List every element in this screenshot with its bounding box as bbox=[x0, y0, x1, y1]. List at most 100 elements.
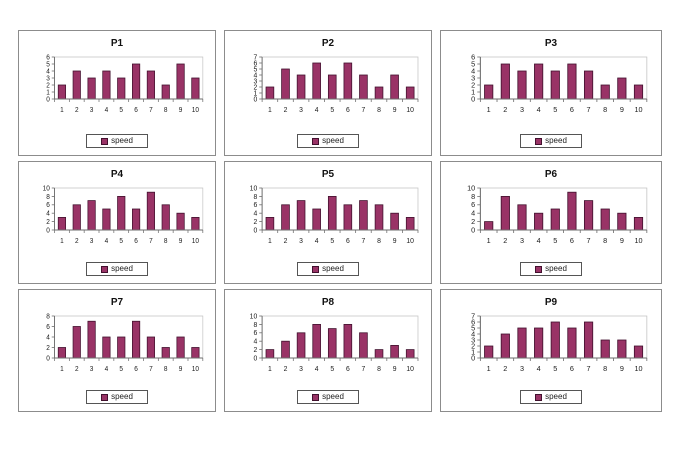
legend-swatch-speed-icon bbox=[312, 393, 320, 401]
svg-text:10: 10 bbox=[250, 185, 258, 192]
svg-text:1: 1 bbox=[487, 237, 491, 245]
svg-text:4: 4 bbox=[537, 106, 541, 114]
svg-text:4: 4 bbox=[254, 339, 258, 346]
svg-text:5: 5 bbox=[119, 366, 123, 373]
svg-text:2: 2 bbox=[46, 82, 50, 89]
svg-text:4: 4 bbox=[315, 238, 319, 245]
svg-text:1: 1 bbox=[60, 107, 64, 114]
svg-text:4: 4 bbox=[105, 238, 109, 245]
svg-text:8: 8 bbox=[46, 194, 50, 201]
legend-label: speed bbox=[322, 264, 344, 273]
svg-text:0: 0 bbox=[46, 227, 50, 234]
svg-text:8: 8 bbox=[164, 238, 168, 245]
svg-text:2: 2 bbox=[46, 219, 50, 226]
svg-text:7: 7 bbox=[587, 237, 591, 245]
legend-swatch-speed-icon bbox=[101, 265, 109, 273]
svg-text:2: 2 bbox=[254, 347, 258, 354]
svg-text:1: 1 bbox=[472, 89, 476, 97]
legend-swatch-speed-icon bbox=[312, 265, 320, 273]
svg-text:10: 10 bbox=[250, 313, 258, 320]
svg-text:3: 3 bbox=[520, 106, 524, 114]
svg-text:4: 4 bbox=[46, 68, 50, 75]
svg-text:8: 8 bbox=[164, 107, 168, 114]
legend-label: speed bbox=[111, 136, 133, 145]
svg-text:3: 3 bbox=[299, 107, 303, 114]
svg-text:0: 0 bbox=[254, 227, 258, 234]
svg-text:10: 10 bbox=[635, 365, 643, 373]
svg-text:2: 2 bbox=[254, 84, 258, 91]
svg-text:4: 4 bbox=[105, 107, 109, 114]
svg-text:4: 4 bbox=[472, 210, 476, 218]
svg-text:3: 3 bbox=[520, 237, 524, 245]
chart-title-p7: P7 bbox=[110, 297, 124, 308]
legend-swatch-speed-icon bbox=[312, 137, 320, 145]
svg-text:10: 10 bbox=[43, 185, 50, 192]
svg-text:6: 6 bbox=[570, 365, 574, 373]
chart-title-p8: P8 bbox=[321, 297, 335, 308]
svg-text:7: 7 bbox=[362, 107, 366, 114]
svg-text:2: 2 bbox=[472, 343, 476, 351]
svg-text:1: 1 bbox=[268, 107, 272, 114]
svg-text:1: 1 bbox=[60, 366, 64, 373]
legend-swatch-speed-icon bbox=[535, 393, 543, 401]
svg-text:6: 6 bbox=[346, 107, 350, 114]
svg-text:5: 5 bbox=[472, 61, 476, 69]
chart-title-p4: P4 bbox=[110, 169, 124, 180]
svg-text:8: 8 bbox=[472, 193, 476, 201]
chart-title-p1: P1 bbox=[110, 38, 124, 49]
legend-label: speed bbox=[545, 264, 567, 273]
chart-title-p2: P2 bbox=[321, 38, 335, 49]
svg-text:9: 9 bbox=[393, 366, 397, 373]
svg-text:6: 6 bbox=[472, 201, 476, 209]
svg-text:7: 7 bbox=[149, 238, 153, 245]
svg-text:5: 5 bbox=[119, 238, 123, 245]
legend-label: speed bbox=[322, 392, 344, 401]
svg-text:0: 0 bbox=[46, 355, 50, 362]
svg-text:2: 2 bbox=[46, 345, 50, 352]
svg-text:6: 6 bbox=[254, 60, 258, 67]
svg-text:4: 4 bbox=[537, 365, 541, 373]
chart-panel-p5: P5 0 2 4 6 8 10 1 2 3 4 5 6 7 8 9 10 speed bbox=[224, 161, 432, 284]
svg-text:9: 9 bbox=[179, 238, 183, 245]
svg-text:9: 9 bbox=[393, 107, 397, 114]
svg-text:7: 7 bbox=[587, 365, 591, 373]
svg-text:4: 4 bbox=[472, 331, 476, 339]
svg-text:2: 2 bbox=[504, 106, 508, 114]
svg-text:1: 1 bbox=[60, 238, 64, 245]
svg-text:1: 1 bbox=[268, 366, 272, 373]
svg-text:3: 3 bbox=[299, 366, 303, 373]
legend-p9: speed bbox=[520, 390, 582, 404]
chart-title-p5: P5 bbox=[321, 169, 335, 180]
svg-text:3: 3 bbox=[90, 238, 94, 245]
svg-text:6: 6 bbox=[134, 238, 138, 245]
legend-label: speed bbox=[545, 136, 567, 145]
svg-text:5: 5 bbox=[330, 366, 334, 373]
svg-text:0: 0 bbox=[472, 96, 476, 104]
svg-text:8: 8 bbox=[254, 322, 258, 329]
svg-text:0: 0 bbox=[472, 227, 476, 235]
svg-text:6: 6 bbox=[134, 366, 138, 373]
svg-text:3: 3 bbox=[520, 365, 524, 373]
chart-panel-p8: P8 0 2 4 6 8 10 1 2 3 4 5 6 7 8 9 10 speed bbox=[224, 289, 432, 412]
legend-p6: speed bbox=[520, 262, 582, 276]
chart-panel-p2: P2 0 1 2 3 4 5 6 7 1 2 3 4 5 6 7 8 9 10 speed bbox=[224, 30, 432, 156]
svg-text:5: 5 bbox=[330, 238, 334, 245]
svg-text:2: 2 bbox=[75, 238, 79, 245]
svg-text:4: 4 bbox=[472, 68, 476, 76]
chart-title-p6: P6 bbox=[544, 169, 558, 180]
svg-text:7: 7 bbox=[254, 54, 258, 61]
svg-text:1: 1 bbox=[487, 106, 491, 114]
svg-text:2: 2 bbox=[284, 107, 288, 114]
svg-text:3: 3 bbox=[254, 78, 258, 85]
legend-swatch-speed-icon bbox=[535, 137, 543, 145]
svg-text:1: 1 bbox=[472, 349, 476, 357]
svg-text:1: 1 bbox=[268, 238, 272, 245]
chart-title-p9: P9 bbox=[544, 297, 558, 308]
svg-text:6: 6 bbox=[254, 330, 258, 337]
svg-text:5: 5 bbox=[554, 237, 558, 245]
svg-text:10: 10 bbox=[467, 185, 475, 193]
